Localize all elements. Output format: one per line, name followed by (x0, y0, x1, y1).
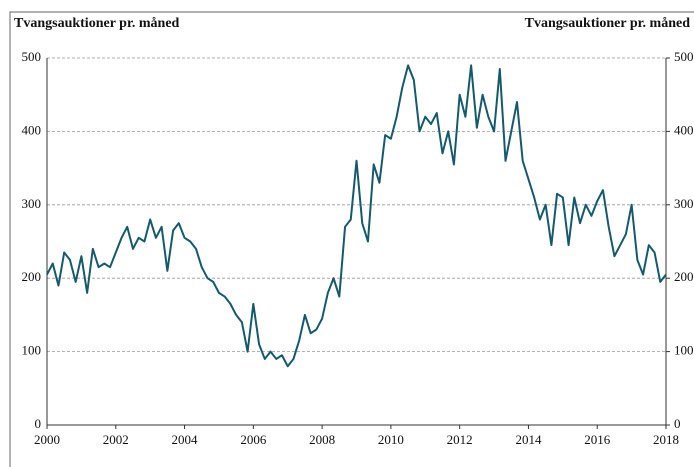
frame (9, 11, 694, 467)
y2-tick-label: 400 (674, 122, 694, 137)
x-tick-label: 2012 (447, 432, 473, 447)
y-tick-label: 200 (22, 269, 42, 284)
x-tick-label: 2002 (103, 432, 129, 447)
y2-axis-label: Tvangsauktioner pr. måned (525, 16, 691, 31)
y-tick-label: 0 (35, 416, 42, 431)
x-tick-label: 2016 (584, 432, 611, 447)
y-tick-label: 100 (22, 343, 42, 358)
y-tick-label: 300 (22, 196, 42, 211)
series-line (46, 64, 667, 368)
x-tick-label: 2010 (378, 432, 404, 447)
y2-tick-label: 300 (674, 196, 694, 211)
y2-tick-label: 500 (674, 49, 694, 64)
x-tick-label: 2018 (653, 432, 679, 447)
y-tick-label: 400 (22, 122, 42, 137)
y2-tick-label: 200 (674, 269, 694, 284)
x-tick-label: 2014 (515, 432, 542, 447)
y2-tick-label: 0 (674, 416, 681, 431)
y-tick-label: 500 (22, 49, 42, 64)
x-tick-label: 2000 (34, 432, 60, 447)
x-tick-label: 2006 (240, 432, 267, 447)
y2-tick-label: 100 (674, 343, 694, 358)
y-axis-label: Tvangsauktioner pr. måned (14, 16, 180, 31)
x-tick-label: 2004 (172, 432, 199, 447)
x-tick-label: 2008 (309, 432, 335, 447)
